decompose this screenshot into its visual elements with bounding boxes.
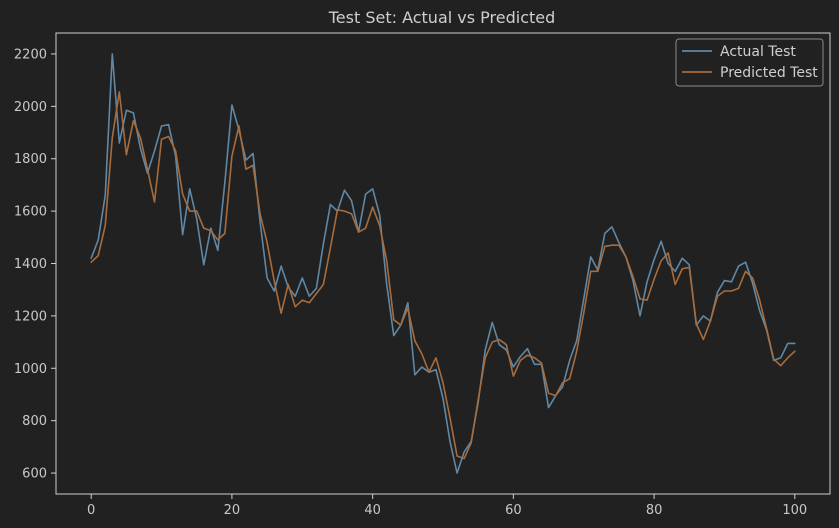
- legend-label: Predicted Test: [720, 65, 818, 81]
- x-tick-label: 20: [224, 503, 241, 518]
- y-tick-label: 1400: [14, 257, 47, 272]
- y-tick-label: 1600: [14, 205, 47, 220]
- legend: Actual Test Predicted Test: [675, 38, 824, 87]
- x-tick-label: 80: [646, 503, 663, 518]
- plot-area: [90, 53, 796, 474]
- y-tick-label: 2200: [14, 47, 47, 62]
- y-axis: 600 800 1000 1200 1400 1600 1800 2000 2200: [14, 47, 56, 482]
- x-tick-label: 40: [364, 503, 381, 518]
- series-line-actual-test: [90, 53, 796, 474]
- y-tick-label: 1200: [14, 309, 47, 324]
- chart-title: Test Set: Actual vs Predicted: [328, 8, 556, 27]
- legend-box: [675, 38, 824, 87]
- y-tick-label: 800: [22, 414, 47, 429]
- y-tick-label: 1000: [14, 362, 47, 377]
- x-axis: 0 20 40 60 80 100: [87, 494, 807, 518]
- x-tick-label: 100: [782, 503, 807, 518]
- series-line-predicted-test: [90, 91, 796, 460]
- x-tick-label: 0: [87, 503, 95, 518]
- x-tick-label: 60: [505, 503, 522, 518]
- y-tick-label: 2000: [14, 100, 47, 115]
- legend-label: Actual Test: [720, 44, 796, 60]
- y-tick-label: 600: [22, 467, 47, 482]
- y-tick-label: 1800: [14, 152, 47, 167]
